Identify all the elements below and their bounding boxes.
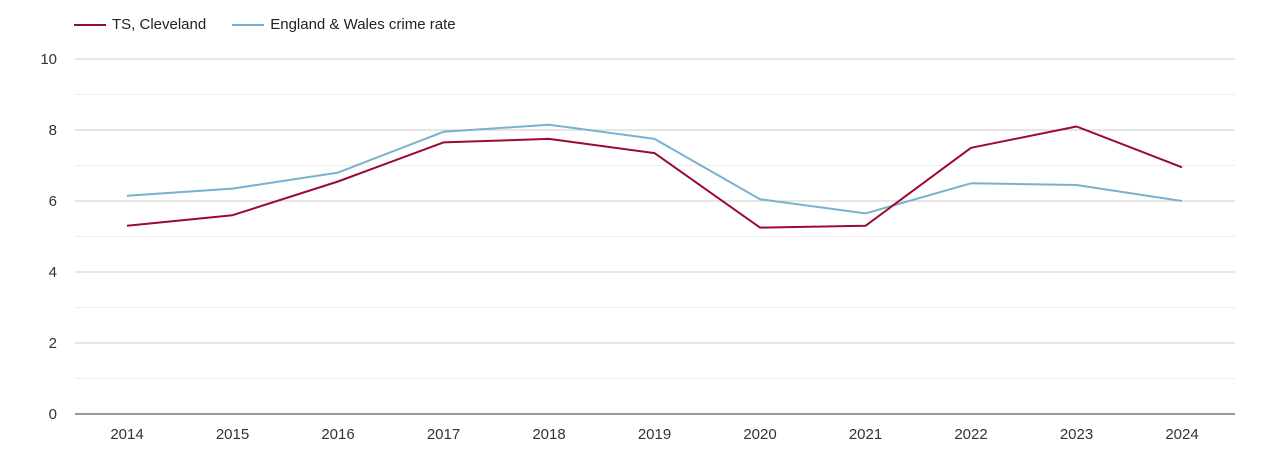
x-tick-label: 2019 [638, 426, 671, 443]
x-tick-label: 2020 [743, 426, 776, 443]
legend: TS, Cleveland England & Wales crime rate [74, 16, 482, 33]
legend-swatch-series-0 [74, 24, 106, 26]
x-tick-label: 2021 [849, 426, 882, 443]
series-line-0 [127, 127, 1182, 228]
x-tick-label: 2018 [532, 426, 565, 443]
y-tick-label: 0 [49, 406, 57, 423]
x-tick-label: 2016 [321, 426, 354, 443]
y-tick-label: 4 [49, 264, 57, 281]
y-tick-label: 2 [49, 335, 57, 352]
legend-label-series-1: England & Wales crime rate [270, 16, 455, 33]
x-tick-label: 2017 [427, 426, 460, 443]
y-tick-label: 6 [49, 193, 57, 210]
legend-item-series-1[interactable]: England & Wales crime rate [232, 16, 455, 33]
legend-label-series-0: TS, Cleveland [112, 16, 206, 33]
x-tick-label: 2022 [954, 426, 987, 443]
x-tick-label: 2015 [216, 426, 249, 443]
legend-item-series-0[interactable]: TS, Cleveland [74, 16, 206, 33]
y-tick-label: 8 [49, 122, 57, 139]
x-tick-label: 2023 [1060, 426, 1093, 443]
x-tick-label: 2024 [1165, 426, 1198, 443]
x-tick-label: 2014 [110, 426, 143, 443]
legend-swatch-series-1 [232, 24, 264, 26]
y-tick-label: 10 [40, 51, 57, 68]
